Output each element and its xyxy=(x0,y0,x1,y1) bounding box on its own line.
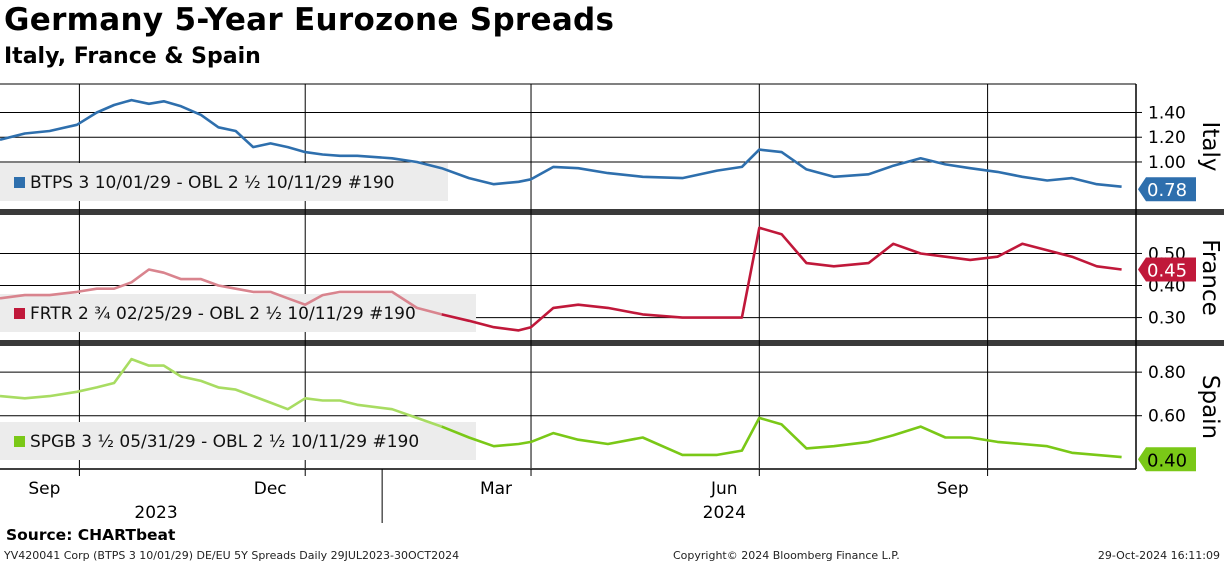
series-line-italy xyxy=(0,98,1122,188)
year-label: 2024 xyxy=(703,503,746,523)
x-tick-label: Sep xyxy=(28,479,60,499)
panel-separator xyxy=(0,209,1224,215)
legend-swatch xyxy=(14,308,25,319)
legend-box xyxy=(0,422,476,460)
last-value-tag xyxy=(1138,257,1196,282)
last-value-tag xyxy=(1138,447,1196,472)
series-line-spain-faded xyxy=(0,357,443,428)
legend-box xyxy=(0,163,448,201)
x-tick-label: Dec xyxy=(254,479,287,499)
y-tick-label: 1.00 xyxy=(1148,153,1186,173)
y-tick-label: 0.80 xyxy=(1148,363,1186,383)
x-tick-label: Jun xyxy=(710,479,738,499)
year-label: 2023 xyxy=(134,503,177,523)
panel-name: Spain xyxy=(1197,375,1223,439)
legend-swatch xyxy=(14,436,25,447)
legend-swatch xyxy=(14,177,25,188)
last-value-tag xyxy=(1138,177,1196,202)
legend-label: SPGB 3 ½ 05/31/29 - OBL 2 ½ 10/11/29 #19… xyxy=(30,432,419,452)
x-tick-label: Sep xyxy=(937,479,969,499)
series-line-france-faded xyxy=(0,268,443,316)
last-value-label: 0.78 xyxy=(1147,180,1187,201)
legend-label: BTPS 3 10/01/29 - OBL 2 ½ 10/11/29 #190 xyxy=(30,173,394,193)
legend-label: FRTR 2 ¾ 02/25/29 - OBL 2 ½ 10/11/29 #19… xyxy=(30,304,416,324)
series-line-france xyxy=(441,226,1122,332)
chart-subtitle: Italy, France & Spain xyxy=(4,44,261,69)
x-tick-label: Mar xyxy=(480,479,512,499)
y-tick-label: 0.30 xyxy=(1148,309,1186,329)
last-value-label: 0.45 xyxy=(1147,260,1187,281)
y-tick-label: 1.20 xyxy=(1148,128,1186,148)
panel-separator xyxy=(0,340,1224,346)
y-tick-label: 0.60 xyxy=(1148,407,1186,427)
footer-ticker-info: YV420041 Corp (BTPS 3 10/01/29) DE/EU 5Y… xyxy=(4,549,460,562)
panel-name: France xyxy=(1197,239,1223,315)
y-tick-label: 0.40 xyxy=(1148,277,1186,297)
legend-box xyxy=(0,294,476,332)
footer-copyright: Copyright© 2024 Bloomberg Finance L.P. xyxy=(673,549,900,562)
chart-source: Source: CHARTbeat xyxy=(6,526,176,544)
chart-title: Germany 5-Year Eurozone Spreads xyxy=(4,2,615,38)
last-value-label: 0.40 xyxy=(1147,450,1187,471)
panel-name: Italy xyxy=(1197,122,1223,172)
y-tick-label: 1.40 xyxy=(1148,103,1186,123)
footer-timestamp: 29-Oct-2024 16:11:09 xyxy=(1097,549,1220,562)
series-line-spain xyxy=(441,416,1122,459)
